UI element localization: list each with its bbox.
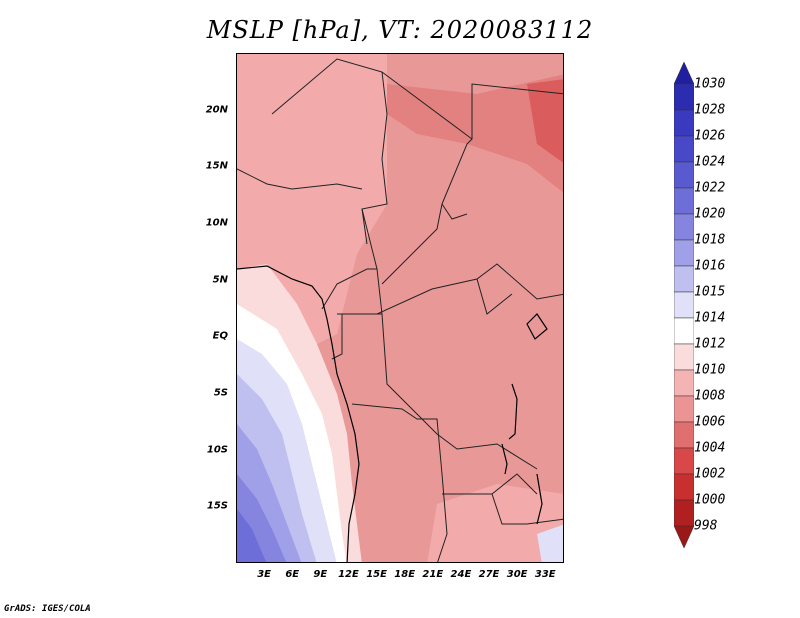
colorbar-segment xyxy=(674,83,694,111)
lon-tick-label: 18E xyxy=(394,569,416,580)
colorbar-level-label: 1026 xyxy=(694,128,726,144)
field-1010-south xyxy=(427,484,563,562)
colorbar-level-label: 1028 xyxy=(694,102,726,118)
colorbar-level-label: 1000 xyxy=(694,492,726,508)
colorbar-level-label: 1020 xyxy=(694,206,726,222)
lat-tick-label: 5N xyxy=(212,274,228,286)
field-1006-north xyxy=(387,74,563,193)
colorbar-level-label: 1018 xyxy=(694,232,726,248)
colorbar-top-arrow xyxy=(674,62,694,85)
lat-tick-label: 15N xyxy=(205,160,228,172)
colorbar-level-label: 1022 xyxy=(694,180,726,196)
lon-tick-label: 12E xyxy=(338,569,359,580)
coastline xyxy=(237,265,360,562)
colorbar-level-label: 1030 xyxy=(694,76,726,92)
lakes xyxy=(501,313,548,525)
colorbar-level-label: 1012 xyxy=(694,336,726,352)
field-1015-se xyxy=(537,524,563,562)
colorbar-level-label: 1006 xyxy=(694,414,726,430)
field-1004-ne xyxy=(527,79,563,163)
colorbar-bottom-arrow xyxy=(674,525,694,548)
colorbar-segment xyxy=(674,161,694,189)
lat-tick-label: 15S xyxy=(206,500,228,512)
colorbar-segment xyxy=(674,447,694,475)
colorbar-segment xyxy=(674,317,694,345)
colorbar-segment xyxy=(674,291,694,319)
lon-tick-label: 30E xyxy=(506,569,528,580)
mslp-map xyxy=(236,53,564,563)
colorbar-level-label: 1004 xyxy=(694,440,726,456)
colorbar-segment xyxy=(674,369,694,397)
lon-tick-label: 6E xyxy=(285,569,300,580)
lon-tick-label: 27E xyxy=(478,569,500,580)
colorbar-segment xyxy=(674,421,694,449)
lon-tick-label: 15E xyxy=(366,569,387,580)
country-borders xyxy=(237,58,563,562)
colorbar-level-label: 1016 xyxy=(694,258,726,274)
colorbar-level-label: 1024 xyxy=(694,154,726,170)
mslp-field xyxy=(237,54,563,562)
colorbar-level-label: 1010 xyxy=(694,362,726,378)
colorbar-segment xyxy=(674,239,694,267)
lon-tick-label: 9E xyxy=(313,569,328,580)
lon-tick-label: 21E xyxy=(422,569,444,580)
colorbar-level-label: 1002 xyxy=(694,466,726,482)
colorbar-level-label: 1015 xyxy=(694,284,726,300)
lon-tick-label: 24E xyxy=(450,569,472,580)
colorbar-segment xyxy=(674,135,694,163)
lat-tick-label: EQ xyxy=(212,330,228,342)
colorbar-level-label: 1014 xyxy=(694,310,726,326)
colorbar-segment xyxy=(674,109,694,137)
colorbar-segment xyxy=(674,213,694,241)
colorbar xyxy=(674,62,694,548)
map-title: MSLP [hPa], VT: 2020083112 xyxy=(206,16,594,44)
colorbar-level-label: 1008 xyxy=(694,388,726,404)
lon-tick-label: 3E xyxy=(257,569,272,580)
lon-tick-label: 33E xyxy=(534,569,556,580)
field-1022 xyxy=(237,509,267,562)
lat-tick-label: 10S xyxy=(206,444,228,456)
colorbar-segment xyxy=(674,343,694,371)
lat-tick-label: 5S xyxy=(213,387,228,399)
lat-tick-label: 20N xyxy=(205,104,228,116)
colorbar-segment xyxy=(674,499,694,527)
colorbar-segment xyxy=(674,187,694,215)
colorbar-segment xyxy=(674,265,694,293)
grads-footer: GrADS: IGES/COLA xyxy=(4,604,91,614)
colorbar-level-label: 998 xyxy=(694,518,718,534)
colorbar-segment xyxy=(674,473,694,501)
lat-tick-label: 10N xyxy=(205,217,228,229)
colorbar-segment xyxy=(674,395,694,423)
